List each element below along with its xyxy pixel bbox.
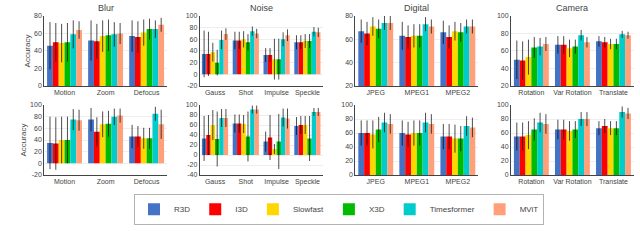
svg-text:0: 0 xyxy=(505,171,509,178)
svg-text:Translate: Translate xyxy=(599,89,628,96)
svg-text:20: 20 xyxy=(34,148,42,155)
svg-text:Defocus: Defocus xyxy=(134,178,160,185)
svg-text:Gauss: Gauss xyxy=(205,89,226,96)
svg-text:80: 80 xyxy=(345,12,353,19)
svg-text:Defocus: Defocus xyxy=(134,89,160,96)
svg-text:40: 40 xyxy=(190,131,198,138)
svg-text:MPEG2: MPEG2 xyxy=(446,89,471,96)
svg-text:20: 20 xyxy=(190,59,198,66)
svg-text:Shot: Shot xyxy=(239,89,253,96)
svg-text:Digital: Digital xyxy=(404,3,429,13)
svg-text:Zoom: Zoom xyxy=(97,178,115,185)
svg-text:Translate: Translate xyxy=(599,178,628,185)
svg-text:Var Rotation: Var Rotation xyxy=(553,178,591,185)
svg-text:40: 40 xyxy=(190,47,198,54)
svg-text:Motion: Motion xyxy=(54,178,75,185)
svg-text:100: 100 xyxy=(30,101,42,108)
svg-text:20: 20 xyxy=(190,141,198,148)
svg-text:Shot: Shot xyxy=(239,178,253,185)
svg-text:60: 60 xyxy=(34,125,42,132)
svg-text:MPEG1: MPEG1 xyxy=(405,89,430,96)
svg-text:Speckle: Speckle xyxy=(295,178,320,186)
svg-text:Noise: Noise xyxy=(250,3,273,13)
svg-text:80: 80 xyxy=(34,113,42,120)
svg-text:100: 100 xyxy=(186,12,198,19)
svg-text:Speckle: Speckle xyxy=(295,89,320,97)
svg-text:0: 0 xyxy=(194,151,198,158)
svg-text:Zoom: Zoom xyxy=(97,89,115,96)
svg-text:80: 80 xyxy=(501,115,509,122)
svg-text:20: 20 xyxy=(345,82,353,89)
svg-text:100: 100 xyxy=(341,101,353,108)
svg-text:20: 20 xyxy=(501,82,509,89)
svg-text:60: 60 xyxy=(345,129,353,136)
svg-text:MPEG2: MPEG2 xyxy=(446,178,471,185)
svg-text:60: 60 xyxy=(501,47,509,54)
svg-text:80: 80 xyxy=(190,111,198,118)
svg-text:0: 0 xyxy=(194,71,198,78)
svg-text:0: 0 xyxy=(349,171,353,178)
svg-text:Rotation: Rotation xyxy=(518,89,544,96)
svg-text:40: 40 xyxy=(34,136,42,143)
svg-text:0: 0 xyxy=(38,160,42,167)
svg-text:Timesformer: Timesformer xyxy=(430,205,475,214)
svg-text:Rotation: Rotation xyxy=(518,178,544,185)
svg-text:MPEG1: MPEG1 xyxy=(405,178,430,185)
svg-text:Camera: Camera xyxy=(556,3,588,13)
svg-text:Blur: Blur xyxy=(98,3,114,13)
svg-text:40: 40 xyxy=(345,143,353,150)
svg-text:40: 40 xyxy=(501,65,509,72)
svg-text:Accuracy: Accuracy xyxy=(23,35,32,68)
svg-text:80: 80 xyxy=(501,30,509,37)
svg-text:40: 40 xyxy=(34,47,42,54)
svg-text:60: 60 xyxy=(345,36,353,43)
svg-text:-20: -20 xyxy=(187,161,197,168)
svg-text:20: 20 xyxy=(34,65,42,72)
svg-text:60: 60 xyxy=(190,121,198,128)
svg-text:Var Rotation: Var Rotation xyxy=(553,89,591,96)
svg-text:80: 80 xyxy=(345,115,353,122)
svg-text:0: 0 xyxy=(38,82,42,89)
svg-text:-20: -20 xyxy=(32,171,42,178)
svg-text:JPEG: JPEG xyxy=(367,178,385,185)
svg-text:40: 40 xyxy=(345,59,353,66)
svg-text:JPEG: JPEG xyxy=(367,89,385,96)
svg-text:Impulse: Impulse xyxy=(264,89,289,97)
svg-text:X3D: X3D xyxy=(369,205,385,214)
svg-text:Impulse: Impulse xyxy=(264,178,289,186)
svg-text:Motion: Motion xyxy=(54,89,75,96)
svg-text:I3D: I3D xyxy=(235,205,248,214)
svg-text:Gauss: Gauss xyxy=(205,178,226,185)
svg-text:100: 100 xyxy=(497,101,509,108)
svg-text:20: 20 xyxy=(501,157,509,164)
svg-text:R3D: R3D xyxy=(174,205,190,214)
svg-text:40: 40 xyxy=(501,143,509,150)
svg-text:100: 100 xyxy=(497,12,509,19)
svg-text:20: 20 xyxy=(345,157,353,164)
svg-text:Slowfast: Slowfast xyxy=(293,205,324,214)
svg-text:60: 60 xyxy=(34,30,42,37)
svg-text:80: 80 xyxy=(34,12,42,19)
svg-text:60: 60 xyxy=(190,36,198,43)
svg-text:MViT: MViT xyxy=(520,205,539,214)
svg-text:Accuracy: Accuracy xyxy=(19,124,28,157)
svg-text:80: 80 xyxy=(190,24,198,31)
svg-text:-20: -20 xyxy=(187,82,197,89)
svg-text:-40: -40 xyxy=(187,171,197,178)
svg-text:100: 100 xyxy=(186,101,198,108)
svg-text:60: 60 xyxy=(501,129,509,136)
